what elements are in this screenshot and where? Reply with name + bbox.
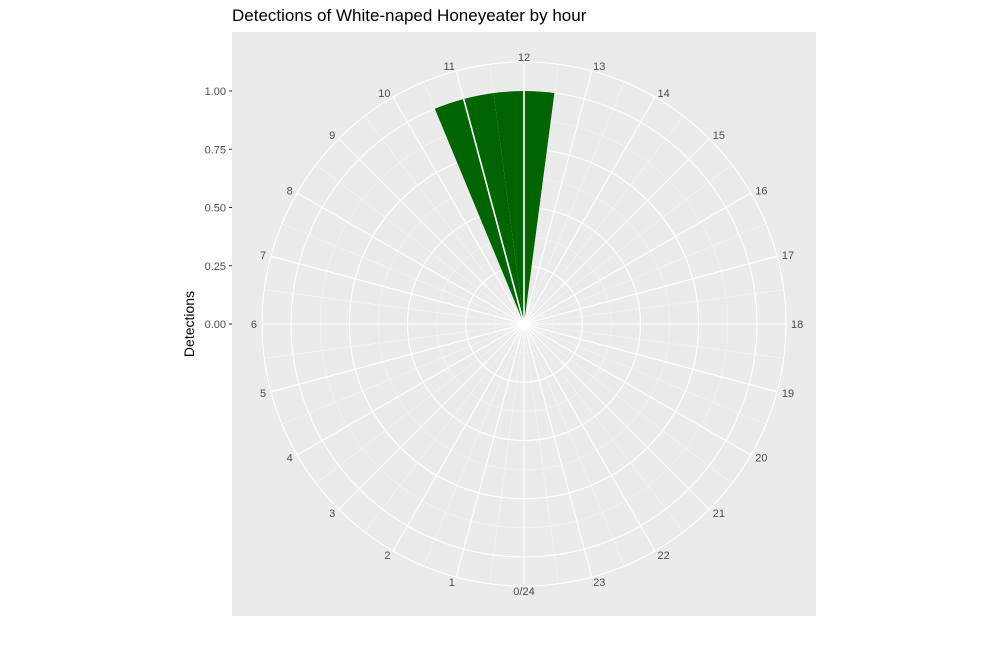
minor-radial-gridline [281,223,525,325]
hour-label: 8 [287,186,293,198]
minor-radial-gridline [523,323,684,533]
hour-label: 2 [384,550,390,562]
major-radial-gridline [296,323,525,456]
hour-label: 14 [658,88,670,100]
hour-label: 15 [713,130,725,142]
minor-radial-gridline [523,115,684,325]
hour-label: 4 [287,453,293,465]
major-radial-gridline [523,192,752,325]
minor-radial-gridline [523,323,784,359]
hour-label: 0/24 [513,586,534,598]
y-axis-label: Detections [181,291,197,357]
major-radial-gridline [523,323,593,578]
major-radial-gridline [296,192,525,325]
hour-label: 6 [251,319,257,331]
hour-label: 9 [329,130,335,142]
minor-radial-gridline [523,323,733,484]
y-tick-label: 0.75 [205,144,226,156]
major-radial-gridline [338,138,525,325]
minor-radial-gridline [523,64,559,325]
major-radial-gridline [523,323,710,510]
hour-label: 5 [260,388,266,400]
hour-label: 22 [658,550,670,562]
hour-label: 16 [755,186,767,198]
hour-label: 11 [443,61,454,73]
hour-label: 1 [449,577,455,589]
bars [434,90,555,325]
hour-label: 20 [755,453,767,465]
minor-radial-gridline [423,323,525,567]
major-radial-gridline [270,323,525,393]
hour-label: 17 [782,250,794,262]
minor-radial-gridline [364,115,525,325]
major-radial-gridline [455,323,525,578]
hour-label: 23 [593,577,605,589]
minor-radial-gridline [281,323,525,425]
minor-radial-gridline [523,164,733,325]
hour-label: 18 [791,319,803,331]
hour-label: 12 [518,52,530,64]
minor-radial-gridline [489,323,525,584]
minor-radial-gridline [523,323,625,567]
bar-hour-11 [434,92,524,325]
y-tick-label: 1.00 [205,86,226,98]
major-radial-gridline [270,255,525,325]
chart-title: Detections of White-naped Honeyeater by … [232,6,587,25]
minor-radial-gridline [523,289,784,325]
major-radial-gridline [523,138,710,325]
minor-radial-gridline [523,323,559,584]
hour-label: 21 [713,508,725,520]
y-tick-label: 0.00 [205,319,226,331]
major-radial-gridline [392,323,525,552]
major-radial-gridline [523,255,778,325]
hour-label: 13 [593,61,605,73]
minor-radial-gridline [523,223,767,325]
bar-divider [462,98,525,325]
major-radial-gridline [523,323,656,552]
major-radial-gridline [523,96,656,325]
major-radial-gridline [523,323,752,456]
minor-radial-gridline [523,81,625,325]
hour-label: 3 [329,508,335,520]
hour-label: 19 [782,388,794,400]
minor-radial-gridline [364,323,525,533]
hour-labels: 0/24123456789101112131415161718192021222… [251,52,803,598]
minor-radial-gridline [315,164,525,325]
major-radial-gridline [523,323,778,393]
minor-radial-gridline [264,323,525,359]
minor-radial-gridline [315,323,525,484]
grid [261,61,787,587]
major-radial-gridline [523,70,593,325]
minor-radial-gridline [523,323,767,425]
y-axis: 0.00 0.25 0.50 0.75 1.00 [205,86,232,331]
minor-radial-gridline [264,289,525,325]
major-radial-gridline [392,96,525,325]
hour-label: 10 [378,88,390,100]
y-tick-label: 0.50 [205,203,226,215]
y-tick-label: 0.25 [205,261,226,273]
hour-label: 7 [260,250,266,262]
major-radial-gridline [338,323,525,510]
